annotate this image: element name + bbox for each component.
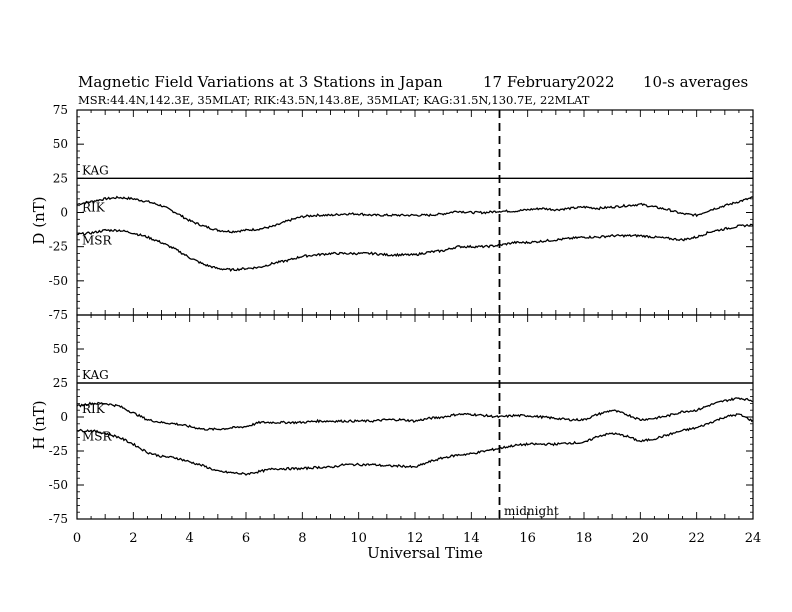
- series-label-kag: KAG: [82, 368, 109, 382]
- y-tick-label: 50: [53, 342, 68, 356]
- x-axis-label: Universal Time: [367, 544, 483, 562]
- y-tick-label: 25: [53, 171, 68, 185]
- x-tick-label: 14: [463, 531, 480, 546]
- y-axis-label-bottom: H (nT): [30, 400, 48, 449]
- x-tick-label: 20: [632, 531, 649, 546]
- x-tick-label: 10: [350, 531, 367, 546]
- series-label-msr: MSR: [82, 233, 113, 247]
- series-label-msr: MSR: [82, 430, 113, 444]
- x-tick-label: 22: [688, 531, 705, 546]
- x-tick-label: 6: [242, 531, 250, 546]
- y-tick-label: 25: [53, 376, 68, 390]
- y-tick-label: -50: [49, 478, 68, 492]
- y-tick-label: -25: [49, 444, 68, 458]
- series-label-rik: RIK: [82, 200, 106, 214]
- y-tick-label: 0: [60, 206, 68, 220]
- x-tick-label: 24: [745, 531, 762, 546]
- x-tick-label: 0: [73, 531, 81, 546]
- panel-bottom: 50 25 0 -25 -50 -75 H (nT) KAG RIK MSR: [30, 314, 754, 526]
- x-tick-label: 2: [129, 531, 137, 546]
- y-tick-label: -50: [49, 274, 68, 288]
- series-msr-bottom: [76, 413, 754, 476]
- chart-title: Magnetic Field Variations at 3 Stations …: [78, 73, 443, 91]
- series-rik-bottom: [76, 397, 754, 431]
- series-label-rik: RIK: [82, 402, 106, 416]
- stations-subtitle: MSR:44.4N,142.3E, 35MLAT; RIK:43.5N,143.…: [78, 93, 590, 107]
- y-tick-label: 75: [53, 103, 68, 117]
- series-rik-top: [76, 195, 754, 234]
- midnight-label: midnight: [504, 504, 559, 518]
- y-axis-label-top: D (nT): [30, 196, 48, 244]
- y-tick-label: 50: [53, 137, 68, 151]
- series-label-kag: KAG: [82, 163, 109, 177]
- x-tick-label: 16: [519, 531, 536, 546]
- y-tick-label: -75: [49, 512, 68, 526]
- x-tick-label: 12: [407, 531, 424, 546]
- x-tick-label: 4: [186, 531, 194, 546]
- panel-top: 75 50 25 0 -25 -50 -75 D (nT) KAG RIK MSR: [30, 103, 754, 322]
- series-msr-top: [76, 223, 754, 273]
- panel-frame: [76, 109, 754, 316]
- chart-date: 17 February2022: [483, 73, 615, 91]
- chart-averaging: 10-s averages: [643, 73, 749, 91]
- y-tick-label: 0: [60, 410, 68, 424]
- y-tick-label: -75: [49, 308, 68, 322]
- x-tick-label: 18: [576, 531, 593, 546]
- panel-frame: [76, 314, 754, 520]
- x-tick-label: 8: [298, 531, 306, 546]
- y-tick-label: -25: [49, 240, 68, 254]
